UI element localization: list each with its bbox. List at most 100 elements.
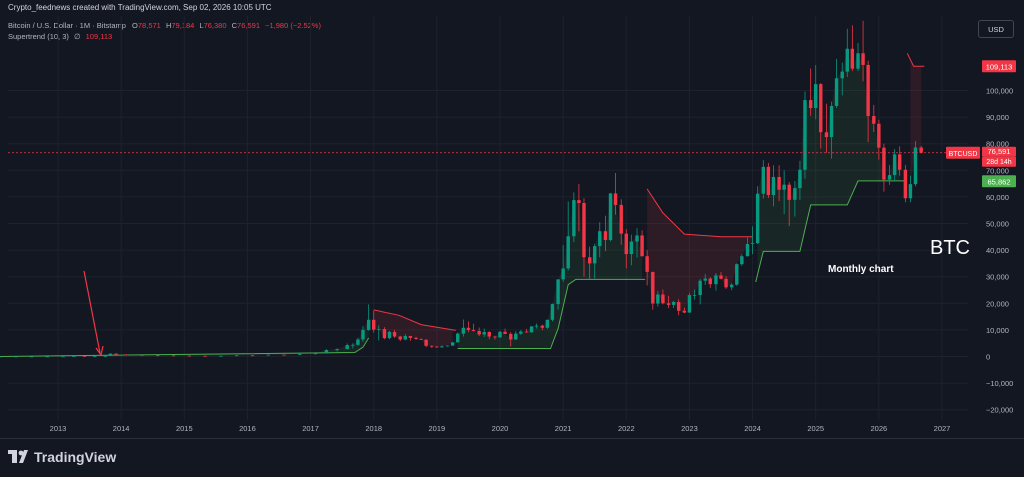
candle-body [419, 338, 423, 340]
y-tick-label: 0 [986, 353, 990, 362]
candle-body [651, 271, 655, 304]
candle-body [587, 257, 592, 264]
x-tick-label: 2016 [239, 424, 256, 433]
candle-body [687, 295, 692, 313]
candle-body [856, 53, 860, 69]
candle-body [487, 332, 491, 337]
candle-body [908, 184, 913, 199]
x-tick-label: 2021 [555, 424, 572, 433]
candle-body [892, 154, 897, 176]
candle-body [408, 336, 413, 338]
x-tick-label: 2013 [50, 424, 67, 433]
candle-body [335, 349, 339, 351]
candle-body [629, 241, 634, 255]
supertrend-fills [0, 48, 922, 357]
candle-body [455, 333, 460, 343]
candle-body [493, 336, 497, 338]
monthly-chart-label: Monthly chart [828, 264, 894, 275]
candle-body [566, 236, 570, 269]
y-tick-label: 20,000 [986, 299, 1009, 308]
candle-body [140, 355, 144, 356]
chart-credit: Crypto_feednews created with TradingView… [8, 3, 272, 12]
indicator-sep: ∅ [73, 32, 81, 41]
candle-body [798, 169, 802, 189]
y-tick-label: 50,000 [986, 220, 1009, 229]
candle-body [861, 53, 865, 65]
candle-body [771, 176, 776, 196]
candle-body [872, 116, 876, 124]
candle-body [351, 344, 355, 346]
candle-body [903, 169, 908, 199]
countdown-tag: 28d 14h [986, 159, 1011, 166]
btc-label: BTC [930, 237, 970, 259]
candle-body [430, 345, 434, 347]
last-price-tag: 76,591 [988, 147, 1011, 156]
close-label: C [231, 21, 238, 30]
candle-body [698, 280, 702, 296]
candle-body [124, 354, 128, 356]
candle-body [582, 203, 586, 258]
tradingview-logo-icon [8, 450, 28, 463]
candle-body [424, 339, 428, 346]
x-tick-label: 2027 [934, 424, 951, 433]
candle-body [482, 332, 486, 335]
candle-body [913, 147, 918, 185]
candle-body [219, 355, 223, 357]
candle-body [834, 78, 839, 106]
candle-body [361, 329, 365, 340]
y-tick-label: 60,000 [986, 193, 1009, 202]
candle-body [572, 200, 576, 237]
candle-body [692, 295, 697, 296]
candle-body [382, 329, 387, 339]
x-tick-label: 2026 [871, 424, 888, 433]
candle-body [730, 284, 734, 288]
supertrend-up-segment [457, 278, 646, 349]
candle-body [897, 154, 902, 170]
candle-body [661, 294, 665, 304]
supertrend-down-segment [373, 309, 456, 331]
candle-body [787, 184, 791, 200]
candle-body [461, 327, 466, 334]
indicator-value: 109,113 [85, 32, 113, 41]
tradingview-logo[interactable]: TradingView [8, 449, 116, 465]
candle-body [671, 301, 676, 305]
x-tick-label: 2018 [365, 424, 382, 433]
candle-body [745, 243, 750, 257]
candle-body [503, 331, 507, 334]
chart-svg[interactable]: −20,000 −10,000 0 10,000 20,000 30,000 40,000 5… [0, 16, 1024, 438]
currency-button[interactable]: USD [978, 20, 1014, 38]
close-value: 76,591 [237, 21, 260, 30]
chart-area[interactable]: −20,000 −10,000 0 10,000 20,000 30,000 40,000 5… [0, 16, 1024, 438]
candle-body [392, 332, 397, 337]
candle-body [550, 304, 555, 320]
x-tick-label: 2022 [618, 424, 635, 433]
candle-body [45, 356, 49, 358]
candle-body [556, 279, 560, 305]
indicator-legend: Supertrend (10, 3) ∅ 109,113 [8, 32, 112, 41]
green-price-tag-bg [982, 175, 1016, 188]
y-tick-label: 40,000 [986, 246, 1009, 255]
candle-body [514, 333, 518, 340]
candle-body [356, 339, 360, 345]
candle-body [61, 356, 65, 358]
candle-body [29, 356, 34, 358]
candle-body [324, 350, 329, 354]
candle-body [824, 132, 829, 138]
candle-body [203, 355, 207, 357]
candle-body [372, 319, 376, 330]
candle-body [708, 278, 712, 285]
y-axis: −20,000 −10,000 0 10,000 20,000 30,000 40,000 5… [986, 87, 1013, 415]
candle-body [887, 175, 892, 180]
candle-body [750, 243, 755, 244]
y-tick-label: −10,000 [986, 379, 1013, 388]
candle-body [13, 356, 18, 358]
candle-body [819, 84, 823, 133]
candle-body [814, 84, 818, 109]
candle-body [645, 256, 649, 272]
candle-body [250, 355, 255, 357]
y-tick-label: 100,000 [986, 87, 1013, 96]
candle-body [313, 353, 318, 355]
candle-body [540, 325, 545, 328]
candle-body [266, 354, 270, 356]
candle-body [509, 333, 513, 340]
